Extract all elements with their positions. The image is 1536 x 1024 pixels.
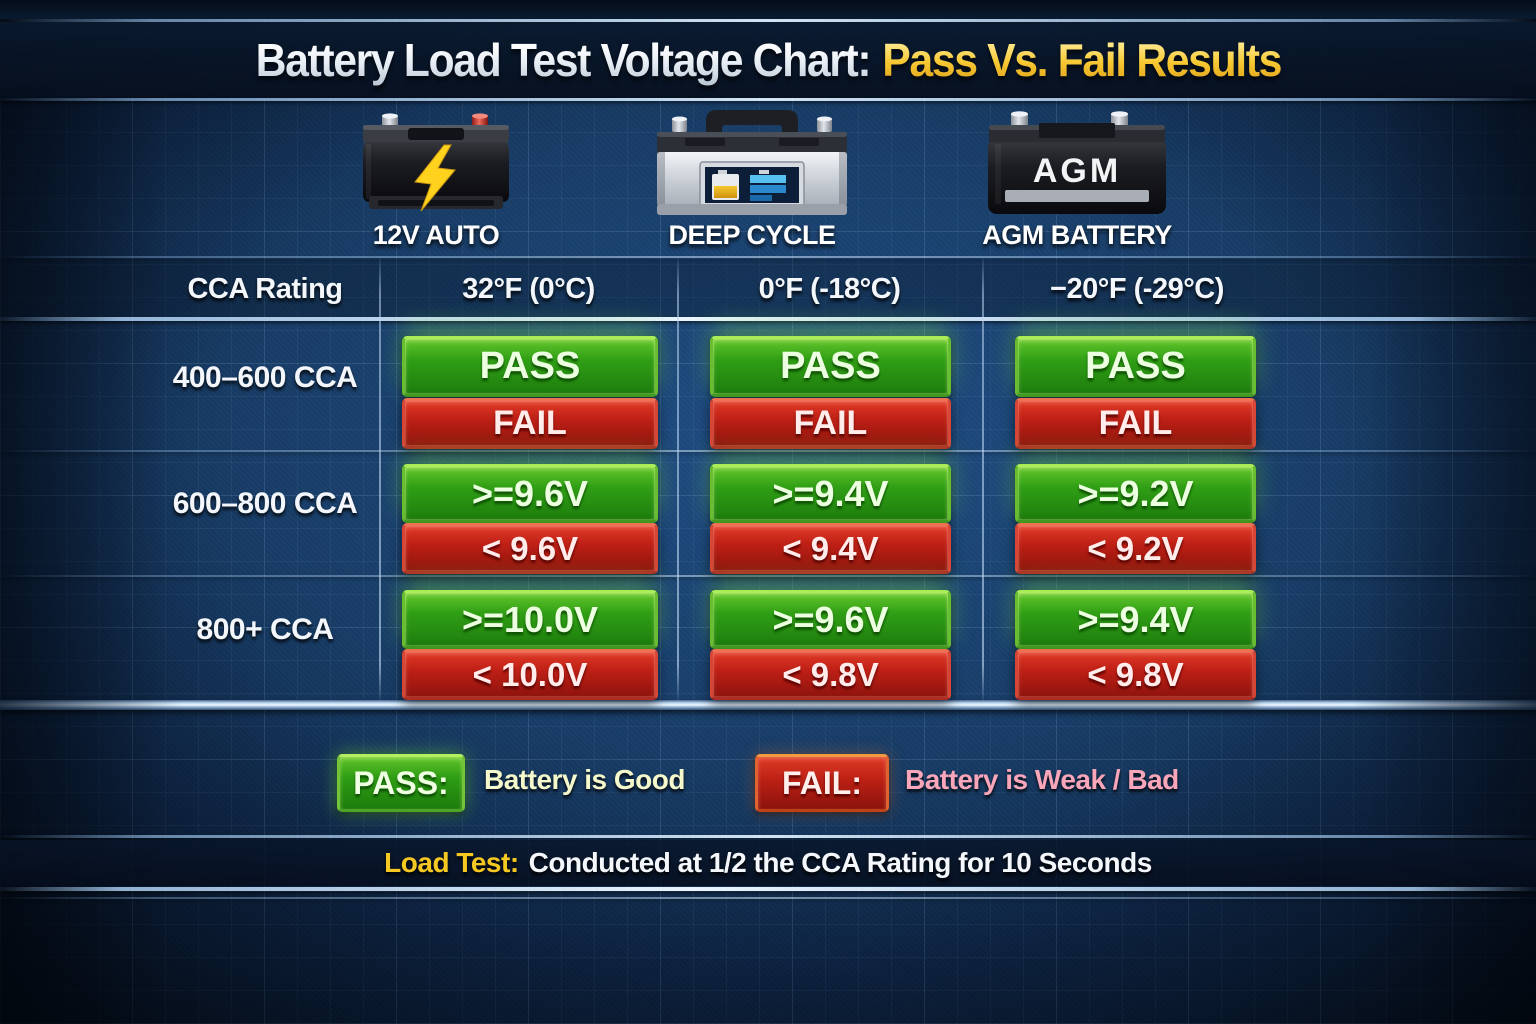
fail-badge: < 9.2V: [1015, 523, 1256, 574]
pass-badge: >=9.2V: [1015, 464, 1256, 523]
footer-bottom-divider-2: [0, 897, 1536, 899]
header-cell-32f: 32°F (0°C): [462, 272, 595, 305]
table-header-background: [0, 259, 1536, 317]
pass-badge: >=9.6V: [710, 590, 951, 649]
header-cell-minus20f: −20°F (-29°C): [1050, 272, 1224, 305]
header-cell-cca-rating: CCA Rating: [187, 272, 343, 305]
title-main: Battery Load Test Voltage Chart:: [255, 34, 871, 86]
legend-pass-badge: PASS:: [337, 754, 465, 812]
fail-badge: FAIL: [710, 398, 951, 449]
row-divider-2: [0, 575, 1536, 577]
column-divider-3: [982, 258, 984, 701]
header-bottom-divider: [0, 317, 1536, 321]
page-title: Battery Load Test Voltage Chart: Pass Vs.…: [255, 33, 1282, 87]
load-test-note: Load Test: Conducted at 1/2 the CCA Ratin…: [384, 847, 1152, 879]
fail-badge: < 9.6V: [402, 523, 658, 574]
row-label-800-plus-cca: 800+ CCA: [196, 613, 334, 646]
svg-text:AGM: AGM: [1033, 152, 1121, 190]
row-label-400-600-cca: 400–600 CCA: [172, 361, 358, 394]
legend-pass-text: Battery is Good: [484, 764, 685, 795]
agm-battery-icon: AGM: [988, 111, 1166, 214]
fail-badge: FAIL: [1015, 398, 1256, 449]
pass-badge: PASS: [402, 336, 658, 397]
title-highlight: Pass Vs. Fail Results: [881, 34, 1282, 86]
fail-badge: < 10.0V: [402, 649, 658, 700]
footer-band: Load Test: Conducted at 1/2 the CCA Ratin…: [0, 840, 1536, 886]
row-divider-1: [0, 450, 1536, 452]
deep-cycle-battery-label: DEEP CYCLE: [668, 219, 836, 250]
fail-badge: FAIL: [402, 398, 658, 449]
header-cell-0f: 0°F (-18°C): [758, 272, 901, 305]
title-band: Battery Load Test Voltage Chart: Pass Vs.…: [0, 22, 1536, 98]
top-edge-strip: [0, 0, 1536, 19]
fail-badge: < 9.4V: [710, 523, 951, 574]
pass-badge: >=9.4V: [1015, 590, 1256, 649]
title-top-divider: [0, 19, 1536, 22]
pass-badge: >=9.6V: [402, 464, 658, 523]
pass-badge: PASS: [710, 336, 951, 397]
auto-battery-icon: [363, 113, 509, 212]
column-divider-2: [677, 258, 679, 701]
fail-badge: < 9.8V: [1015, 649, 1256, 700]
pass-badge: >=9.4V: [710, 464, 951, 523]
column-divider-1: [379, 258, 381, 701]
footer-top-divider: [0, 835, 1536, 838]
pass-badge: >=10.0V: [402, 590, 658, 649]
title-bottom-divider: [0, 98, 1536, 101]
legend-fail-text: Battery is Weak / Bad: [905, 764, 1179, 795]
load-test-text: Conducted at 1/2 the CCA Rating for 10 S…: [528, 847, 1153, 878]
row-label-600-800-cca: 600–800 CCA: [172, 487, 358, 520]
legend-fail-badge: FAIL:: [755, 754, 889, 812]
load-test-label: Load Test:: [384, 847, 519, 878]
table-top-divider: [0, 256, 1536, 258]
fail-badge: < 9.8V: [710, 649, 951, 700]
footer-bottom-divider: [0, 887, 1536, 891]
table-bottom-divider: [0, 700, 1536, 710]
pass-badge: PASS: [1015, 336, 1256, 397]
auto-battery-label: 12V AUTO: [372, 219, 500, 250]
deep-cycle-battery-icon: [657, 110, 847, 215]
agm-battery-label: AGM BATTERY: [982, 219, 1172, 250]
